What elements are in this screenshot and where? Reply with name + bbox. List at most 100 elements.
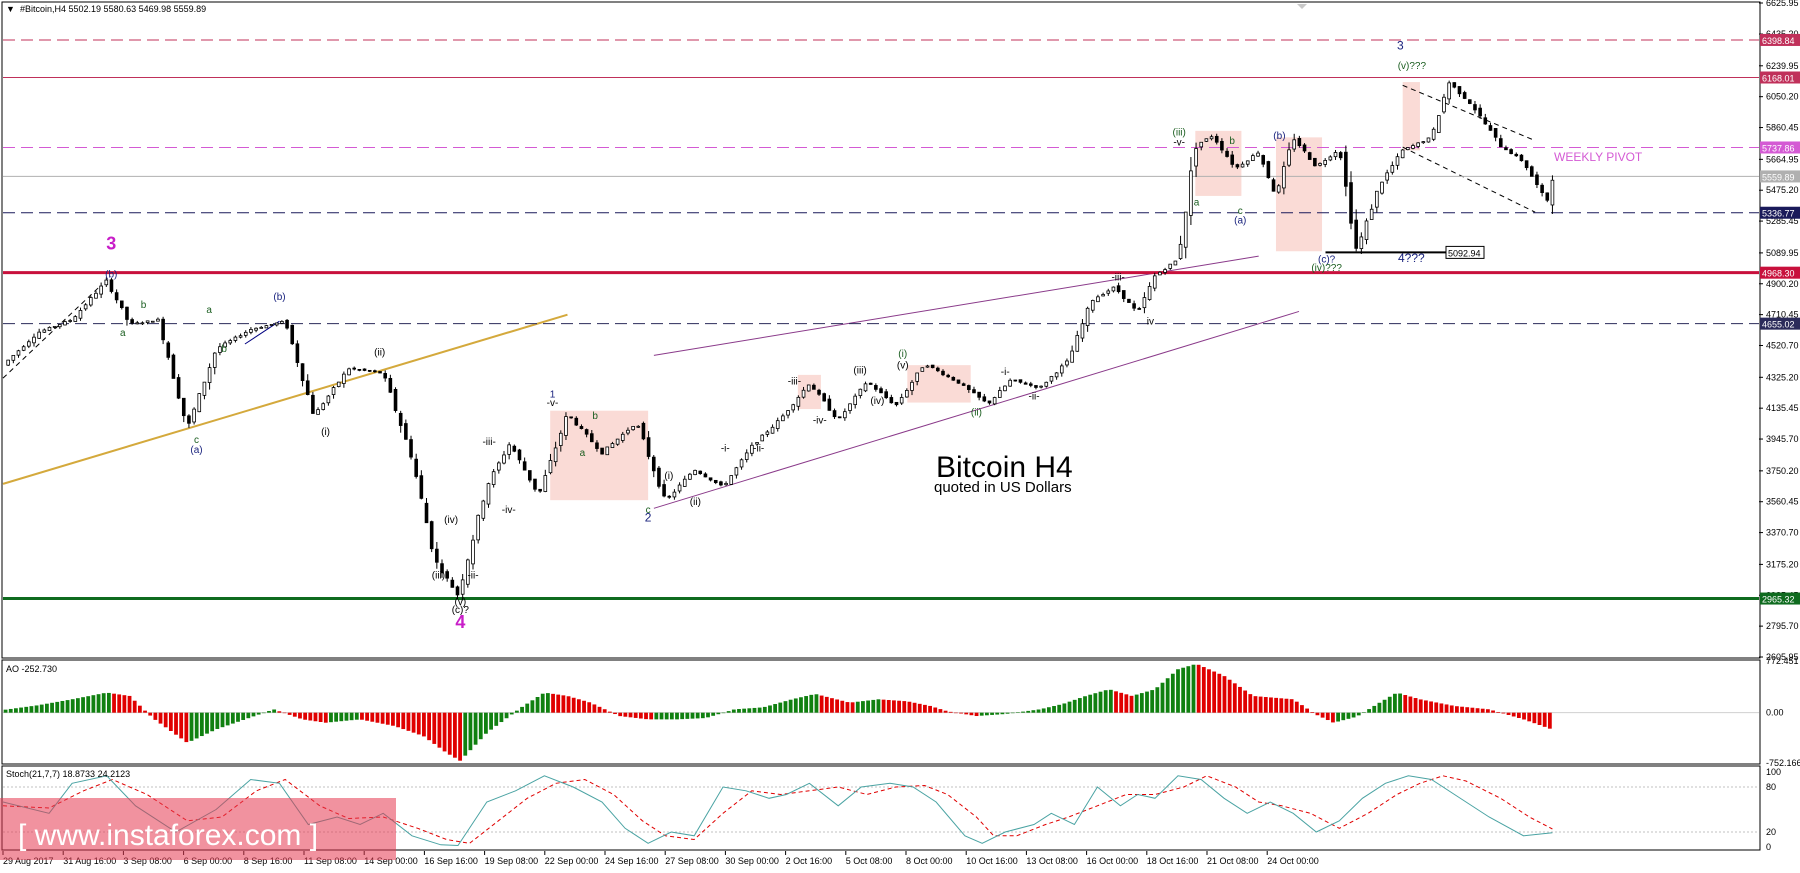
ao-bar (1501, 712, 1506, 714)
ao-bar (1170, 673, 1175, 713)
price-tick-label: 5089.95 (1766, 248, 1799, 258)
ao-bar (1253, 696, 1258, 713)
candle (796, 395, 801, 411)
ao-bar (1454, 706, 1459, 713)
candle (662, 479, 666, 498)
candle (378, 371, 382, 374)
candle (595, 440, 599, 452)
candle (1121, 290, 1126, 303)
candle-body (212, 352, 217, 368)
candle-body (1390, 165, 1395, 173)
candle (1493, 128, 1498, 142)
ao-bar (669, 712, 674, 720)
candle-body (1318, 163, 1322, 166)
ao-bar (685, 712, 690, 719)
candle-body (775, 420, 780, 429)
wave-label: (b) (1273, 131, 1285, 142)
candle-body (1535, 174, 1539, 185)
ao-bar (778, 702, 783, 713)
candle-body (806, 384, 811, 392)
ao-bar (1393, 693, 1397, 713)
candle (646, 431, 651, 460)
chart-shift-marker-icon[interactable] (1297, 4, 1307, 9)
candle (1509, 148, 1513, 155)
candle (543, 469, 548, 493)
time-axis: 29 Aug 2017 31 Aug 16:00 3 Sep 08:00 6 Sep … (2, 851, 1319, 866)
candle (1049, 375, 1054, 384)
ao-bar (1279, 698, 1284, 713)
ao-bar (892, 700, 896, 713)
candle-body (636, 425, 641, 428)
consolidation-box (907, 365, 971, 403)
price-tick-label: 5285.45 (1766, 216, 1799, 226)
price-tick-label: 5860.45 (1766, 123, 1799, 133)
ao-bar (1398, 693, 1402, 713)
candle (858, 388, 863, 399)
ao-bar (132, 700, 137, 713)
stoch-header: Stoch(21,7,7) 18.8733 24.2123 (6, 769, 130, 779)
candle (579, 424, 584, 430)
candle (1059, 363, 1064, 377)
candle (832, 408, 837, 419)
candle (202, 381, 207, 400)
level-tag-value: 2965.32 (1762, 595, 1795, 605)
ao-bar (1207, 669, 1211, 713)
candle-body (662, 484, 666, 497)
ao-bar (478, 712, 483, 740)
ao-bar (1243, 690, 1248, 713)
ao-bar (303, 712, 308, 720)
time-tick-label: 8 Sep 16:00 (244, 856, 293, 866)
candle (837, 416, 842, 419)
candle-body (538, 488, 542, 492)
ao-bar (737, 709, 741, 713)
candle-body (243, 331, 248, 336)
ao-bar (613, 712, 617, 715)
level-tag: 2965.32 (1760, 592, 1800, 605)
ao-bar (695, 712, 700, 719)
candle (910, 380, 914, 396)
wave-label: 1 (550, 390, 556, 401)
candle-body (1276, 185, 1281, 193)
chart-subtitle: quoted in US Dollars (934, 479, 1072, 496)
candle-body (388, 377, 393, 393)
candle (1483, 113, 1488, 125)
ao-bar (1341, 712, 1346, 721)
candle (63, 320, 67, 326)
wave-4-label: 4??? (1398, 251, 1425, 265)
candle-body (1406, 147, 1410, 151)
candle-body (73, 316, 78, 322)
candle (1411, 143, 1415, 150)
candle-body (667, 495, 672, 498)
ao-bar (453, 712, 457, 758)
ao-bar (1532, 712, 1537, 724)
ao-bar (1424, 700, 1428, 713)
candle (1271, 177, 1276, 192)
candle (1132, 300, 1136, 312)
candle-body (1003, 385, 1007, 392)
wave-label: 3 (1397, 39, 1404, 53)
candle-body (1431, 128, 1436, 140)
chart-menu-icon[interactable]: ▼ (6, 4, 15, 14)
candle-body (533, 478, 537, 490)
candle (600, 447, 604, 455)
ao-bar (267, 710, 271, 713)
candle-body (1483, 117, 1488, 125)
candle (1214, 133, 1219, 145)
candle (476, 514, 480, 544)
candle (941, 369, 945, 377)
ao-bar (1511, 712, 1516, 717)
candle-body (357, 368, 362, 371)
ao-bar (747, 708, 752, 713)
candle-body (1354, 219, 1358, 249)
candle-body (1509, 149, 1513, 155)
candle-body (719, 481, 723, 486)
ao-bar (530, 700, 535, 713)
candle-body (760, 434, 765, 442)
candlesticks (6, 80, 1555, 601)
ao-bar (1320, 712, 1325, 718)
wave-label: (c)? (452, 605, 470, 616)
price-panel: 5092.94 3(b)baab(b)c(a)(ii)(i)-iii-(iv)-… (1, 0, 1800, 662)
candle (187, 414, 191, 428)
candle-body (1498, 138, 1503, 148)
price-tick-label: 4325.20 (1766, 372, 1799, 382)
